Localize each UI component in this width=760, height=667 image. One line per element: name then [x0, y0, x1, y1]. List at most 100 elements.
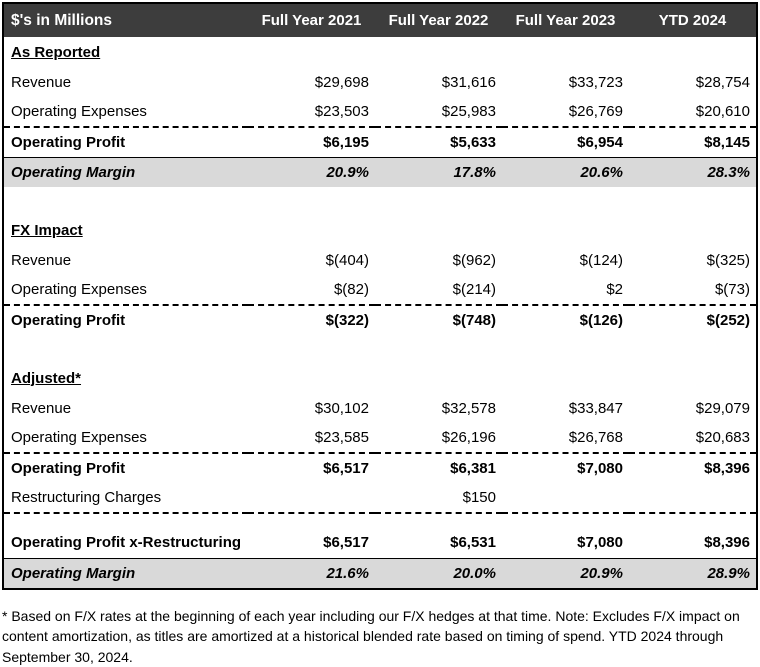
value-cell: 28.9% [629, 557, 756, 588]
section-heading-row: As Reported [4, 37, 756, 67]
spacer-cell [4, 513, 756, 528]
value-cell: $(126) [579, 312, 623, 329]
value-cell: $6,954 [577, 133, 623, 151]
table-row: Operating Margin 20.9% 17.8% 20.6% 28.3% [4, 156, 756, 187]
section-heading-row: Adjusted* [4, 363, 756, 393]
column-header-fy2021: Full Year 2021 [248, 4, 375, 37]
table-row: Operating Expenses $(82) $(214) $2 $(73) [4, 275, 756, 306]
value-cell: $29,698 [314, 73, 369, 91]
results-table: $'s in Millions Full Year 2021 Full Year… [4, 4, 756, 588]
value-cell: $(82) [248, 275, 375, 306]
value-cell: $8,396 [704, 534, 750, 552]
row-label: Operating Profit [11, 312, 126, 329]
value-cell: $6,517 [323, 534, 369, 552]
value-cell: 20.6% [502, 156, 629, 187]
value-cell: $23,585 [248, 423, 375, 454]
value-cell: $30,102 [314, 399, 369, 417]
row-label: Operating Expenses [4, 97, 248, 128]
units-header: $'s in Millions [4, 4, 248, 37]
row-label: Revenue [11, 399, 72, 417]
value-cell: $6,381 [450, 460, 496, 477]
value-cell: $(404) [325, 251, 369, 269]
value-cell: $20,683 [629, 423, 756, 454]
value-cell: $(748) [452, 312, 496, 329]
value-cell: $8,145 [704, 133, 750, 151]
column-header-ytd2024: YTD 2024 [629, 4, 756, 37]
table-row: Revenue $30,102 $32,578 $33,847 $29,079 [4, 393, 756, 423]
value-cell: 17.8% [375, 156, 502, 187]
table-row: Restructuring Charges $150 [4, 483, 756, 514]
row-label: Operating Expenses [4, 275, 248, 306]
table-row: Operating Profit $(322) $(748) $(126) $(252) [4, 305, 756, 335]
table-row: Operating Expenses $23,585 $26,196 $26,768 $… [4, 423, 756, 454]
row-label: Operating Profit [11, 460, 126, 477]
value-cell: $150 [375, 483, 502, 514]
value-cell [629, 483, 756, 514]
value-cell: $29,079 [695, 399, 750, 417]
value-cell: $33,847 [568, 399, 623, 417]
value-cell: $6,195 [323, 133, 369, 151]
value-cell: $5,633 [450, 133, 496, 151]
footnote: * Based on F/X rates at the beginning of… [2, 608, 740, 665]
section-heading-cell: FX Impact [4, 215, 756, 245]
table-row: Operating Profit $6,195 $5,633 $6,954 $8,145 [4, 127, 756, 157]
value-cell: 20.9% [248, 156, 375, 187]
spacer-row [4, 335, 756, 363]
value-cell: $6,517 [323, 460, 369, 477]
value-cell [502, 483, 629, 514]
value-cell: 20.9% [502, 557, 629, 588]
value-cell: $(73) [629, 275, 756, 306]
value-cell: $25,983 [375, 97, 502, 128]
value-cell: $33,723 [568, 73, 623, 91]
value-cell: $6,531 [450, 534, 496, 552]
section-heading-cell: Adjusted* [4, 363, 756, 393]
table-row: Operating Profit x-Restructuring $6,517 $6… [4, 528, 756, 558]
value-cell [248, 483, 375, 514]
value-cell: $2 [502, 275, 629, 306]
value-cell: 28.3% [629, 156, 756, 187]
column-header-fy2022: Full Year 2022 [375, 4, 502, 37]
section-title: As Reported [11, 43, 101, 61]
value-cell: $(322) [325, 312, 369, 329]
section-heading-cell: As Reported [4, 37, 756, 67]
value-cell: $32,578 [441, 399, 496, 417]
spacer-row [4, 513, 756, 528]
value-cell: $(252) [706, 312, 750, 329]
value-cell: $(214) [375, 275, 502, 306]
table-row: Revenue $29,698 $31,616 $33,723 $28,754 [4, 67, 756, 97]
section-title: FX Impact [11, 221, 83, 239]
value-cell: $(962) [452, 251, 496, 269]
row-label: Operating Margin [4, 156, 248, 187]
value-cell: $20,610 [629, 97, 756, 128]
value-cell: $(325) [706, 251, 750, 269]
financial-results-table: $'s in Millions Full Year 2021 Full Year… [2, 2, 758, 590]
table-row: Revenue $(404) $(962) $(124) $(325) [4, 245, 756, 275]
value-cell: 20.0% [375, 557, 502, 588]
row-label: Operating Profit [11, 133, 126, 151]
value-cell: $7,080 [577, 460, 623, 477]
column-header-fy2023: Full Year 2023 [502, 4, 629, 37]
value-cell: $28,754 [695, 73, 750, 91]
value-cell: $7,080 [577, 534, 623, 552]
row-label: Operating Profit x-Restructuring [11, 534, 242, 552]
value-cell: $26,196 [375, 423, 502, 454]
section-heading-row: FX Impact [4, 215, 756, 245]
table-row: Operating Profit $6,517 $6,381 $7,080 $8,396 [4, 453, 756, 483]
row-label: Operating Expenses [4, 423, 248, 454]
spacer-cell [4, 335, 756, 363]
row-label: Operating Margin [4, 557, 248, 588]
value-cell: $23,503 [248, 97, 375, 128]
value-cell: $8,396 [704, 460, 750, 477]
table-row: Operating Expenses $23,503 $25,983 $26,769 $… [4, 97, 756, 128]
spacer-cell [4, 187, 756, 215]
section-title: Adjusted* [11, 369, 82, 387]
row-label: Restructuring Charges [4, 483, 248, 514]
value-cell: 21.6% [248, 557, 375, 588]
header-row: $'s in Millions Full Year 2021 Full Year… [4, 4, 756, 37]
row-label: Revenue [11, 251, 72, 269]
table-row: Operating Margin 21.6% 20.0% 20.9% 28.9% [4, 557, 756, 588]
spacer-row [4, 187, 756, 215]
value-cell: $26,768 [502, 423, 629, 454]
value-cell: $26,769 [502, 97, 629, 128]
value-cell: $31,616 [441, 73, 496, 91]
